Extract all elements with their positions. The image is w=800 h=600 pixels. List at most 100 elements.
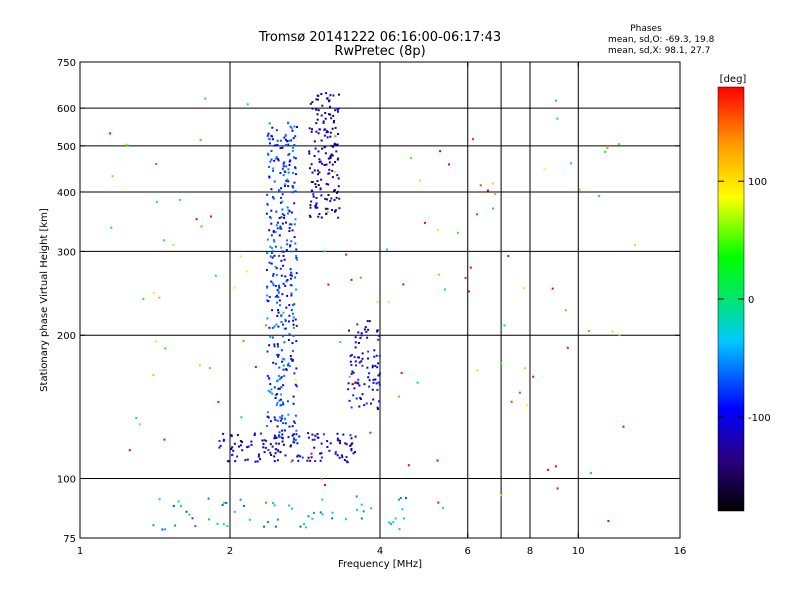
echo-point — [270, 217, 272, 220]
echo-point — [281, 335, 284, 338]
echo-point — [315, 122, 318, 125]
echo-point — [273, 343, 276, 346]
echo-point — [267, 132, 270, 135]
echo-point — [328, 95, 331, 98]
echo-point — [284, 319, 287, 322]
echo-point — [266, 425, 268, 428]
echo-point — [472, 138, 474, 141]
echo-point — [318, 158, 321, 161]
echo-point — [338, 207, 341, 210]
echo-point — [266, 411, 269, 414]
echo-point — [319, 511, 322, 514]
echo-point — [321, 498, 324, 501]
echo-point — [327, 157, 330, 160]
echo-point — [324, 145, 327, 148]
echo-point — [313, 140, 316, 143]
echo-point — [281, 429, 283, 432]
echo-point — [334, 109, 337, 112]
echo-point — [295, 433, 298, 436]
echo-point — [278, 299, 281, 302]
echo-point — [278, 431, 281, 434]
echo-point — [283, 374, 286, 377]
echo-point — [317, 132, 320, 135]
echo-point — [439, 150, 442, 153]
echo-point — [292, 186, 295, 189]
echo-point — [353, 356, 356, 359]
echo-point — [611, 330, 614, 333]
echo-point — [293, 420, 296, 423]
echo-point — [377, 338, 380, 341]
echo-point — [325, 212, 328, 215]
echo-point — [402, 283, 405, 286]
echo-point — [267, 152, 269, 155]
echo-point — [376, 406, 379, 409]
echo-point — [281, 401, 284, 404]
y-axis-label: Stationary phase Virtual Height [km] — [39, 208, 50, 392]
echo-point — [329, 442, 332, 445]
echo-point — [274, 231, 277, 234]
echo-point — [274, 418, 277, 421]
echo-point — [280, 187, 283, 190]
echo-point — [326, 440, 329, 443]
echo-point — [350, 278, 353, 281]
echo-point — [282, 368, 285, 371]
echo-point — [376, 366, 379, 369]
echo-point — [282, 254, 285, 257]
echo-point — [277, 449, 280, 452]
echo-point — [295, 324, 298, 327]
echo-point — [230, 448, 233, 450]
echo-point — [469, 266, 472, 269]
echo-point — [257, 455, 260, 458]
echo-point — [231, 446, 234, 449]
echo-point — [307, 456, 310, 459]
echo-point — [266, 238, 269, 241]
echo-point — [320, 452, 323, 455]
echo-point — [288, 139, 291, 142]
echo-point — [164, 347, 167, 350]
echo-point — [266, 415, 269, 418]
echo-point — [278, 387, 281, 390]
echo-point — [375, 354, 378, 357]
echo-point — [388, 521, 391, 524]
echo-point — [244, 459, 247, 462]
echo-point — [331, 517, 334, 520]
echo-point — [276, 379, 279, 382]
echo-point — [357, 331, 360, 334]
echo-point — [297, 459, 300, 462]
echo-point — [279, 419, 282, 422]
echo-point — [418, 179, 421, 182]
data-points — [109, 92, 637, 531]
echo-point — [276, 301, 278, 304]
echo-point — [295, 340, 298, 343]
echo-point — [341, 456, 344, 459]
echo-point — [313, 511, 315, 514]
echo-point — [273, 504, 276, 507]
echo-point — [233, 442, 236, 445]
echo-point — [378, 335, 381, 338]
echo-point — [555, 99, 557, 102]
echo-point — [287, 364, 289, 367]
echo-point — [291, 211, 293, 214]
echo-point — [279, 201, 282, 204]
echo-point — [246, 458, 249, 461]
colorbar-tick-label: 100 — [748, 177, 767, 188]
echo-point — [270, 158, 273, 161]
echo-point — [331, 163, 334, 166]
echo-point — [272, 197, 275, 200]
echo-point — [468, 290, 470, 293]
echo-point — [287, 339, 290, 341]
echo-point — [281, 167, 284, 170]
echo-point — [295, 288, 298, 291]
echo-point — [285, 249, 288, 251]
echo-point — [280, 376, 283, 379]
echo-point — [358, 361, 361, 364]
echo-point — [269, 255, 272, 258]
echo-point — [277, 158, 279, 161]
echo-point — [283, 341, 286, 344]
echo-point — [273, 386, 276, 389]
echo-point — [321, 104, 324, 107]
echo-point — [320, 139, 323, 142]
echo-point — [285, 306, 288, 309]
echo-point — [348, 399, 351, 402]
echo-point — [366, 336, 369, 339]
